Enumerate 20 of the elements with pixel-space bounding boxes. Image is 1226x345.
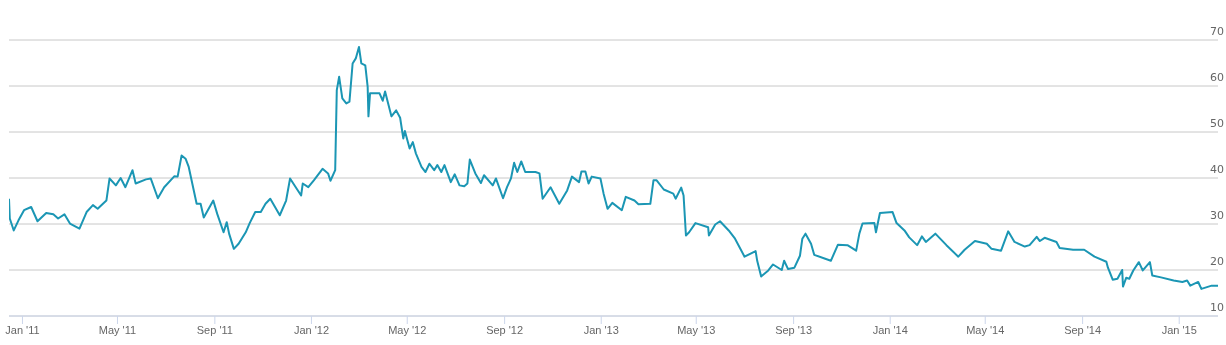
- y-tick-label: 40: [1210, 163, 1224, 176]
- x-tick-label: Jan '15: [1161, 323, 1197, 336]
- y-tick-label: 10: [1210, 301, 1224, 314]
- x-tick-label: May '14: [966, 323, 1005, 336]
- x-tick-label: May '11: [98, 323, 137, 336]
- x-tick-label: May '12: [388, 323, 427, 336]
- y-tick-label: 70: [1210, 25, 1224, 38]
- x-tick-label: May '13: [677, 323, 716, 336]
- y-tick-label: 60: [1210, 71, 1224, 84]
- x-tick-label: Sep '14: [1064, 323, 1102, 336]
- y-tick-label: 30: [1210, 209, 1224, 222]
- x-tick-label: Sep '11: [196, 323, 233, 336]
- y-tick-label: 50: [1210, 117, 1224, 130]
- x-tick-label: Jan '11: [5, 323, 40, 336]
- x-tick-label: Jan '12: [293, 323, 330, 336]
- x-tick-label: Jan '14: [872, 323, 908, 336]
- y-tick-label: 20: [1210, 255, 1224, 268]
- x-tick-label: Sep '13: [775, 323, 813, 336]
- x-tick-label: Jan '13: [583, 323, 619, 336]
- x-tick-label: Sep '12: [486, 323, 524, 336]
